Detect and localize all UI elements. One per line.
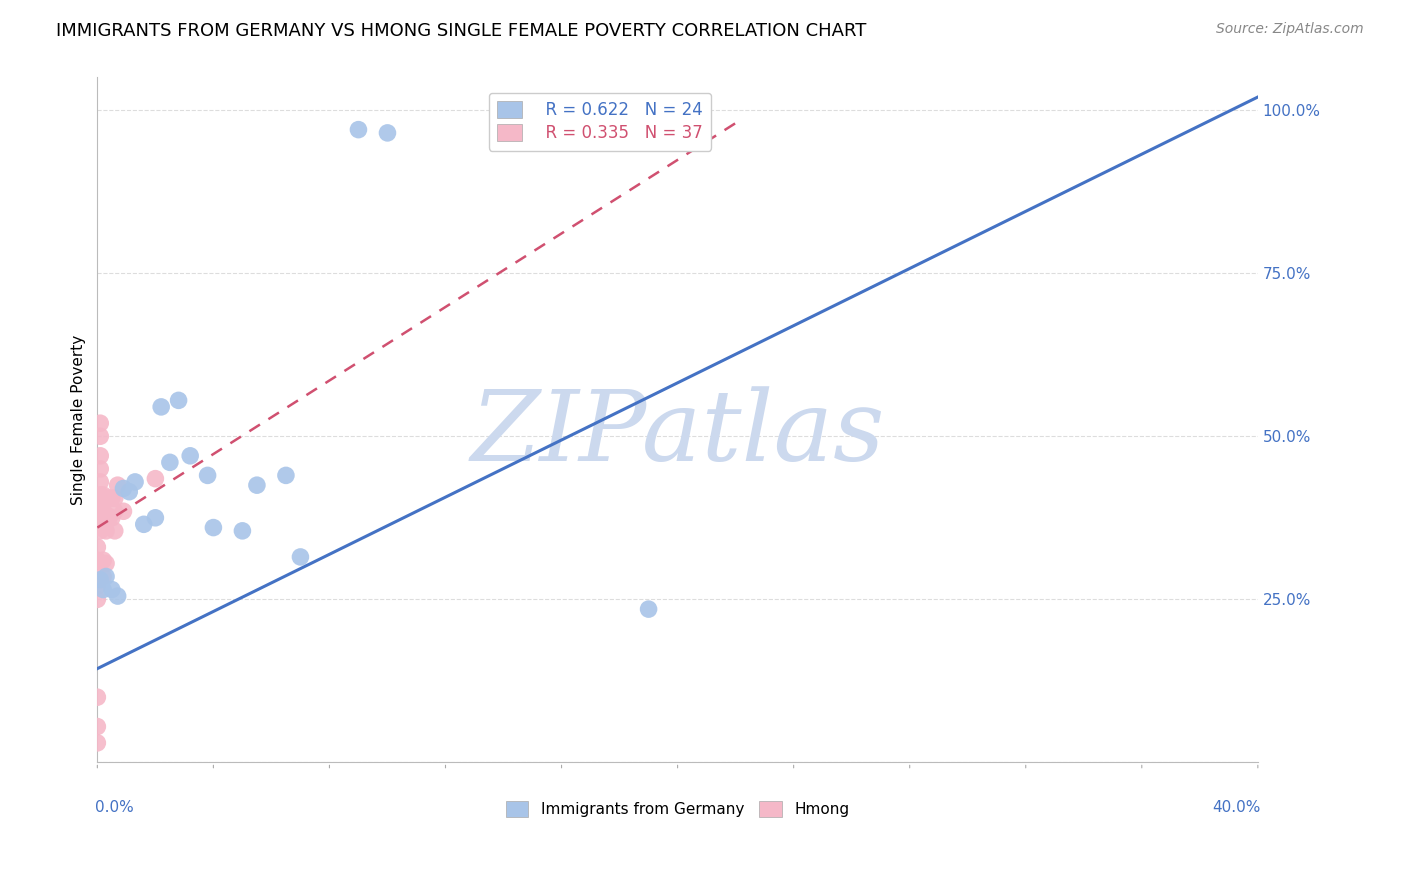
Text: IMMIGRANTS FROM GERMANY VS HMONG SINGLE FEMALE POVERTY CORRELATION CHART: IMMIGRANTS FROM GERMANY VS HMONG SINGLE … <box>56 22 866 40</box>
Point <box>167 393 190 408</box>
Point <box>97 510 120 524</box>
Point <box>89 573 111 587</box>
Point <box>91 569 114 583</box>
Point <box>91 582 114 597</box>
Point <box>91 553 114 567</box>
Point <box>94 508 117 522</box>
Point <box>104 504 127 518</box>
Point <box>112 482 135 496</box>
Point <box>89 475 111 489</box>
Point <box>86 690 108 705</box>
Point <box>107 478 129 492</box>
Point <box>97 491 120 506</box>
Point <box>89 429 111 443</box>
Point <box>94 569 117 583</box>
Point <box>101 491 124 506</box>
Text: Source: ZipAtlas.com: Source: ZipAtlas.com <box>1216 22 1364 37</box>
Point <box>107 589 129 603</box>
Point <box>89 514 111 528</box>
Text: 0.0%: 0.0% <box>96 800 134 815</box>
Text: ZIPatlas: ZIPatlas <box>471 386 884 482</box>
Point <box>246 478 269 492</box>
Point <box>86 566 108 581</box>
Point <box>101 582 124 597</box>
Point <box>86 592 108 607</box>
Point <box>89 416 111 430</box>
Y-axis label: Single Female Poverty: Single Female Poverty <box>72 334 86 505</box>
Point <box>159 455 181 469</box>
Point <box>104 491 127 506</box>
Point <box>274 468 297 483</box>
Point <box>89 449 111 463</box>
Point <box>94 557 117 571</box>
Point <box>231 524 253 538</box>
Point <box>89 524 111 538</box>
Point <box>145 472 167 486</box>
Point <box>347 122 370 136</box>
Point <box>124 475 146 489</box>
Point <box>86 553 108 567</box>
Point <box>86 508 108 522</box>
Point <box>179 449 201 463</box>
Point <box>112 504 135 518</box>
Point <box>104 524 127 538</box>
Point <box>101 510 124 524</box>
Point <box>89 488 111 502</box>
Point <box>86 494 108 508</box>
Point <box>91 488 114 502</box>
Point <box>86 540 108 554</box>
Point <box>86 736 108 750</box>
Point <box>89 462 111 476</box>
Point <box>94 524 117 538</box>
Point <box>86 520 108 534</box>
Point <box>91 520 114 534</box>
Legend: Immigrants from Germany, Hmong: Immigrants from Germany, Hmong <box>499 795 856 823</box>
Point <box>377 126 399 140</box>
Point <box>89 504 111 518</box>
Point <box>86 579 108 593</box>
Point <box>118 484 141 499</box>
Point <box>132 517 155 532</box>
Point <box>197 468 219 483</box>
Text: 40.0%: 40.0% <box>1212 800 1260 815</box>
Point <box>145 510 167 524</box>
Point <box>290 549 312 564</box>
Point <box>86 720 108 734</box>
Point <box>202 520 225 534</box>
Point <box>565 122 588 136</box>
Point <box>637 602 659 616</box>
Point <box>150 400 173 414</box>
